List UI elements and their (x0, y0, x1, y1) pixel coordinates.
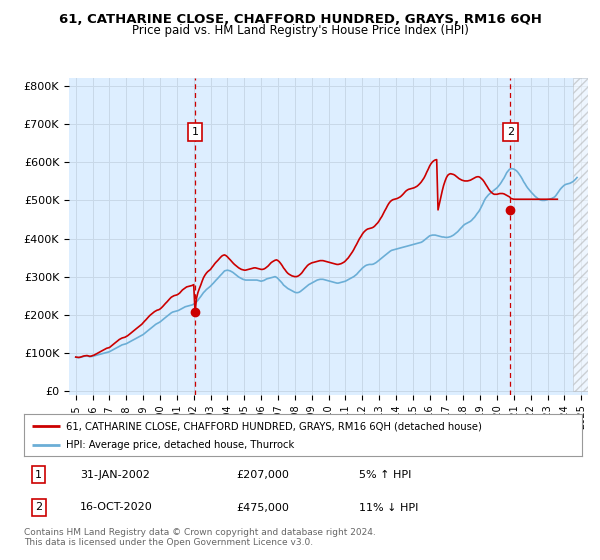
Text: 16-OCT-2020: 16-OCT-2020 (80, 502, 152, 512)
Text: 2: 2 (35, 502, 42, 512)
Text: Contains HM Land Registry data © Crown copyright and database right 2024.
This d: Contains HM Land Registry data © Crown c… (24, 528, 376, 547)
Text: 61, CATHARINE CLOSE, CHAFFORD HUNDRED, GRAYS, RM16 6QH (detached house): 61, CATHARINE CLOSE, CHAFFORD HUNDRED, G… (66, 421, 482, 431)
Text: 1: 1 (35, 470, 42, 480)
Text: 1: 1 (191, 127, 199, 137)
Text: HPI: Average price, detached house, Thurrock: HPI: Average price, detached house, Thur… (66, 440, 294, 450)
Text: Price paid vs. HM Land Registry's House Price Index (HPI): Price paid vs. HM Land Registry's House … (131, 24, 469, 37)
Text: 5% ↑ HPI: 5% ↑ HPI (359, 470, 411, 480)
Text: 61, CATHARINE CLOSE, CHAFFORD HUNDRED, GRAYS, RM16 6QH: 61, CATHARINE CLOSE, CHAFFORD HUNDRED, G… (59, 13, 541, 26)
Text: 2: 2 (507, 127, 514, 137)
Text: 11% ↓ HPI: 11% ↓ HPI (359, 502, 418, 512)
Text: £475,000: £475,000 (236, 502, 289, 512)
Text: £207,000: £207,000 (236, 470, 289, 480)
Text: 31-JAN-2002: 31-JAN-2002 (80, 470, 149, 480)
